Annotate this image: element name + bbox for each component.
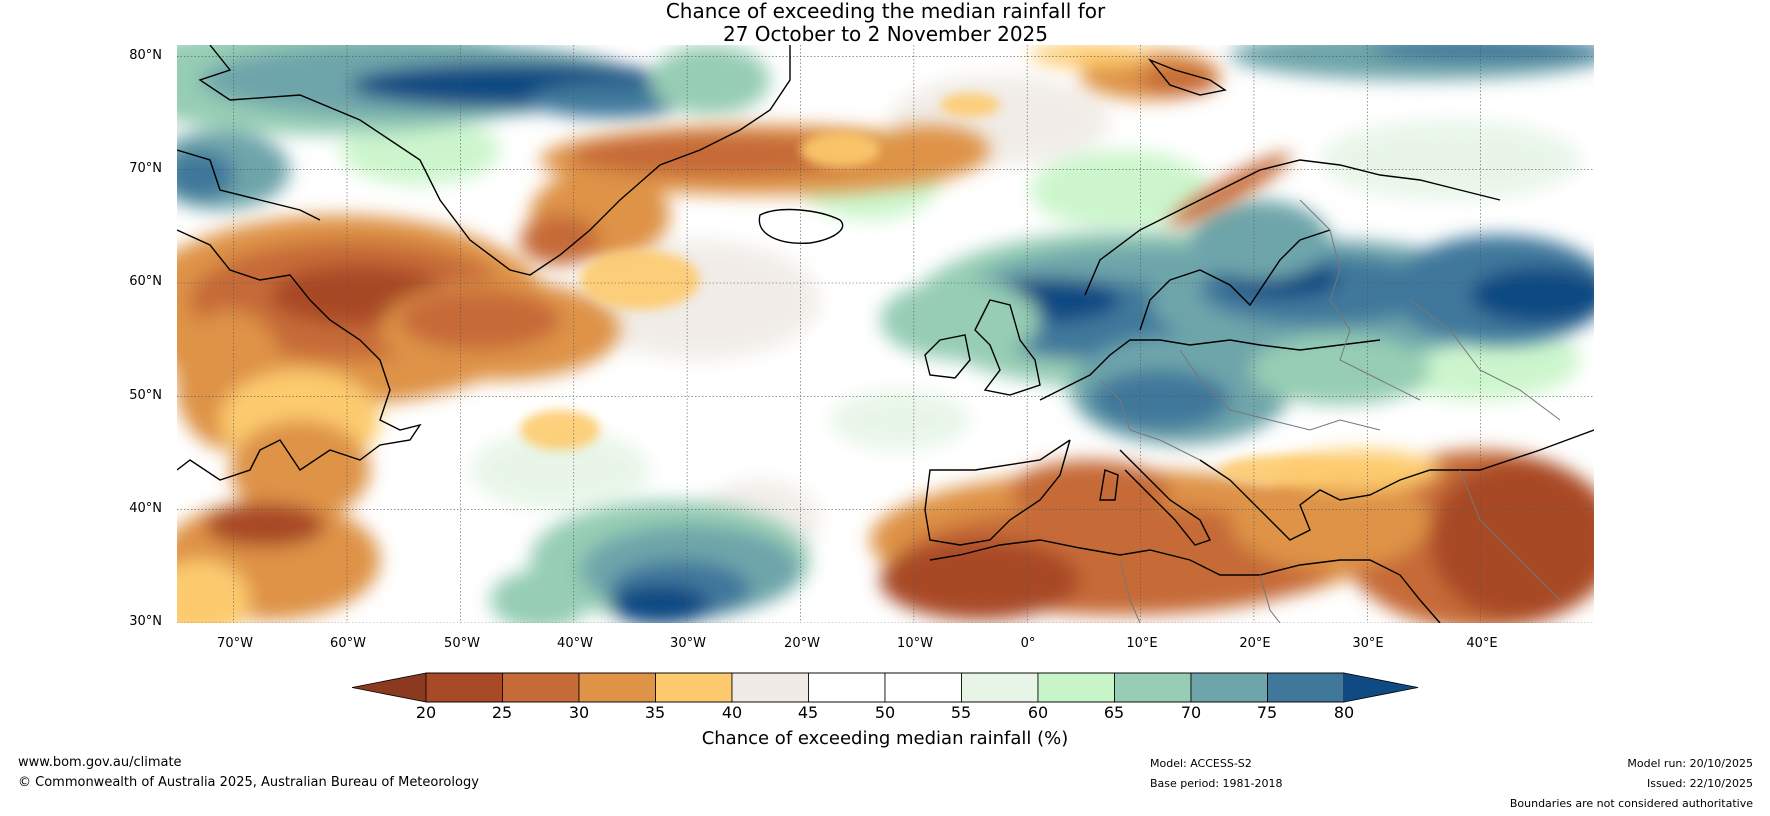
colorbar-outline xyxy=(352,673,1418,702)
colorbar-segment xyxy=(809,673,886,702)
colorbar-tick: 70 xyxy=(1171,703,1211,722)
colorbar-tick: 20 xyxy=(406,703,446,722)
model-text: Model: ACCESS-S2 xyxy=(1150,757,1252,770)
colorbar-segment xyxy=(1268,673,1345,702)
lat-tick: 70°N xyxy=(82,161,162,176)
lat-tick: 40°N xyxy=(82,501,162,516)
colorbar-tick: 50 xyxy=(865,703,905,722)
lat-tick: 30°N xyxy=(82,614,162,629)
colorbar-segment xyxy=(579,673,656,702)
colorbar-tick: 80 xyxy=(1324,703,1364,722)
issued-text: Issued: 22/10/2025 xyxy=(1647,777,1753,790)
colorbar-segment xyxy=(885,673,962,702)
colorbar-segment xyxy=(962,673,1039,702)
colorbar-segment xyxy=(503,673,580,702)
lon-tick: 30°E xyxy=(1328,636,1408,651)
base-period-text: Base period: 1981-2018 xyxy=(1150,777,1282,790)
website-text: www.bom.gov.au/climate xyxy=(18,755,182,770)
lat-tick: 60°N xyxy=(82,274,162,289)
colorbar-tick: 65 xyxy=(1094,703,1134,722)
colorbar-tick: 55 xyxy=(941,703,981,722)
lon-tick: 10°W xyxy=(875,636,955,651)
lon-tick: 10°E xyxy=(1102,636,1182,651)
colorbar-segment xyxy=(1115,673,1192,702)
colorbar-segment xyxy=(426,673,503,702)
colorbar-segment xyxy=(656,673,733,702)
lon-tick: 30°W xyxy=(648,636,728,651)
lon-tick: 40°W xyxy=(535,636,615,651)
lon-tick: 50°W xyxy=(422,636,502,651)
colorbar-tick: 60 xyxy=(1018,703,1058,722)
colorbar-label: Chance of exceeding median rainfall (%) xyxy=(0,728,1770,749)
rainfall-field xyxy=(100,25,1620,640)
lon-tick: 20°W xyxy=(762,636,842,651)
lon-tick: 20°E xyxy=(1215,636,1295,651)
lon-tick: 40°E xyxy=(1442,636,1522,651)
lat-tick: 50°N xyxy=(82,388,162,403)
lon-tick: 60°W xyxy=(308,636,388,651)
model-run-text: Model run: 20/10/2025 xyxy=(1627,757,1753,770)
colorbar-tick: 30 xyxy=(559,703,599,722)
colorbar-segment xyxy=(1038,673,1115,702)
lon-tick: 70°W xyxy=(195,636,275,651)
colorbar-tick: 45 xyxy=(788,703,828,722)
lat-tick: 80°N xyxy=(82,48,162,63)
copyright-text: © Commonwealth of Australia 2025, Austra… xyxy=(18,775,479,790)
colorbar-tick: 25 xyxy=(482,703,522,722)
rainfall-map xyxy=(0,0,1770,650)
lon-tick: 0° xyxy=(988,636,1068,651)
colorbar-tick: 40 xyxy=(712,703,752,722)
colorbar-under-triangle xyxy=(352,673,426,702)
disclaimer-text: Boundaries are not considered authoritat… xyxy=(1510,797,1753,810)
colorbar-segment xyxy=(732,673,809,702)
colorbar-segment xyxy=(1191,673,1268,702)
colorbar-over-triangle xyxy=(1344,673,1418,702)
colorbar-tick: 75 xyxy=(1247,703,1287,722)
colorbar-tick: 35 xyxy=(635,703,675,722)
